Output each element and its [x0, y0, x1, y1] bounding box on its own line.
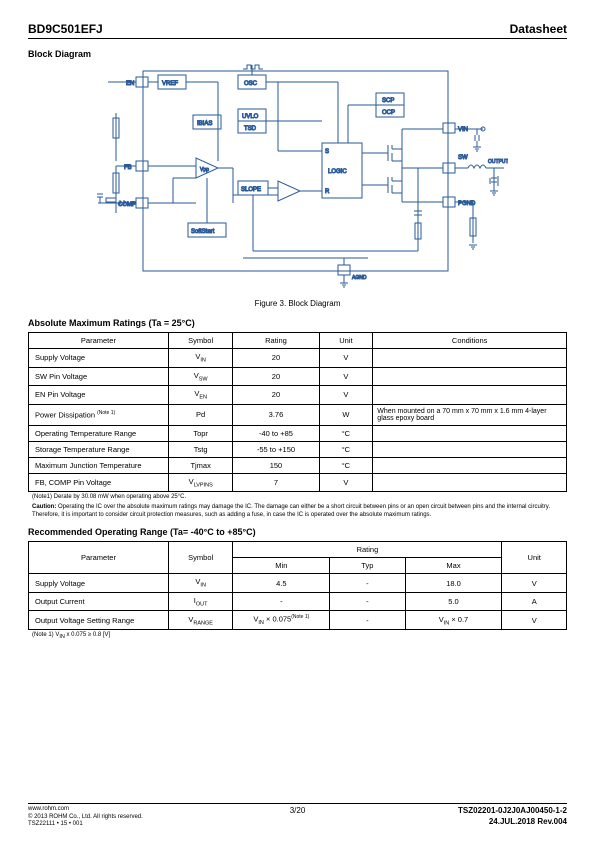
table-row: Supply VoltageVIN4.5-18.0V: [29, 574, 567, 593]
svg-text:SoftStart: SoftStart: [191, 229, 215, 235]
col-min: Min: [233, 558, 330, 574]
svg-text:VREF: VREF: [162, 81, 178, 87]
svg-text:OCP: OCP: [382, 110, 395, 116]
col-parameter: Parameter: [29, 542, 169, 574]
amr-table: Parameter Symbol Rating Unit Conditions …: [28, 332, 567, 492]
part-number: BD9C501EFJ: [28, 22, 103, 36]
table-header-row: Parameter Symbol Rating Unit Conditions: [29, 333, 567, 349]
svg-text:LOGIC: LOGIC: [328, 169, 347, 175]
page-number: 3/20: [290, 806, 306, 815]
page-footer: www.rohm.com © 2013 ROHM Co., Ltd. All r…: [28, 803, 567, 828]
svg-text:OUTPUT: OUTPUT: [488, 159, 508, 165]
amr-title: Absolute Maximum Ratings (Ta = 25°C): [28, 318, 567, 328]
table-row: Output CurrentIOUT--5.0A: [29, 592, 567, 611]
col-symbol: Symbol: [168, 333, 233, 349]
svg-text:AGND: AGND: [352, 275, 367, 281]
svg-text:SLOPE: SLOPE: [241, 187, 261, 193]
table-row: Operating Temperature RangeTopr-40 to +8…: [29, 425, 567, 441]
svg-text:SCP: SCP: [382, 98, 394, 104]
col-unit: Unit: [502, 542, 567, 574]
table-row: Supply VoltageVIN20V: [29, 349, 567, 368]
table-row: Storage Temperature RangeTstg-55 to +150…: [29, 441, 567, 457]
doc-date: 24.JUL.2018 Rev.004: [489, 817, 567, 826]
table-row: FB, COMP Pin VoltageVLVPINS7V: [29, 473, 567, 492]
col-typ: Typ: [330, 558, 405, 574]
figure-caption: Figure 3. Block Diagram: [28, 299, 567, 308]
svg-text:TSD: TSD: [244, 126, 257, 132]
roc-title: Recommended Operating Range (Ta= -40°C t…: [28, 527, 567, 537]
col-rating: Rating: [233, 542, 502, 558]
col-unit: Unit: [319, 333, 373, 349]
block-diagram: EN VREF OSC IBIAS UVLO TSD SCP OCP LOGIC…: [88, 63, 508, 293]
table-row: Maximum Junction TemperatureTjmax150°C: [29, 457, 567, 473]
amr-caution: Caution: Operating the IC over the absol…: [32, 504, 567, 520]
table-row: SW Pin VoltageVSW20V: [29, 367, 567, 386]
svg-text:R: R: [325, 189, 330, 195]
table-row: Power Dissipation (Note 1)Pd3.76WWhen mo…: [29, 404, 567, 425]
datasheet-label: Datasheet: [510, 22, 567, 36]
footer-copyright: © 2013 ROHM Co., Ltd. All rights reserve…: [28, 814, 143, 820]
svg-text:VIN: VIN: [458, 127, 468, 133]
footer-tsz: TSZ22111 • 15 • 001: [28, 821, 83, 827]
page-header: BD9C501EFJ Datasheet: [28, 22, 567, 39]
col-parameter: Parameter: [29, 333, 169, 349]
col-max: Max: [405, 558, 502, 574]
amr-note1: (Note1) Derate by 30.08 mW when operatin…: [32, 494, 567, 502]
svg-text:IBIAS: IBIAS: [197, 121, 212, 127]
footer-url: www.rohm.com: [28, 806, 69, 812]
svg-text:Vpp: Vpp: [200, 167, 209, 173]
table-header-row: Parameter Symbol Rating Unit: [29, 542, 567, 558]
doc-code: TSZ02201-0J2J0AJ00450-1-2: [458, 806, 567, 815]
col-rating: Rating: [233, 333, 319, 349]
col-conditions: Conditions: [373, 333, 567, 349]
svg-text:UVLO: UVLO: [242, 114, 259, 120]
svg-text:OSC: OSC: [244, 81, 258, 87]
table-row: EN Pin VoltageVEN20V: [29, 386, 567, 405]
roc-note1: (Note 1) VIN x 0.075 ≥ 0.8 [V]: [32, 632, 567, 641]
svg-text:S: S: [325, 149, 329, 155]
block-diagram-title: Block Diagram: [28, 49, 567, 59]
table-row: Output Voltage Setting RangeVRANGEVIN × …: [29, 611, 567, 630]
svg-text:SW: SW: [458, 155, 468, 161]
col-symbol: Symbol: [168, 542, 233, 574]
roc-table: Parameter Symbol Rating Unit Min Typ Max…: [28, 541, 567, 630]
